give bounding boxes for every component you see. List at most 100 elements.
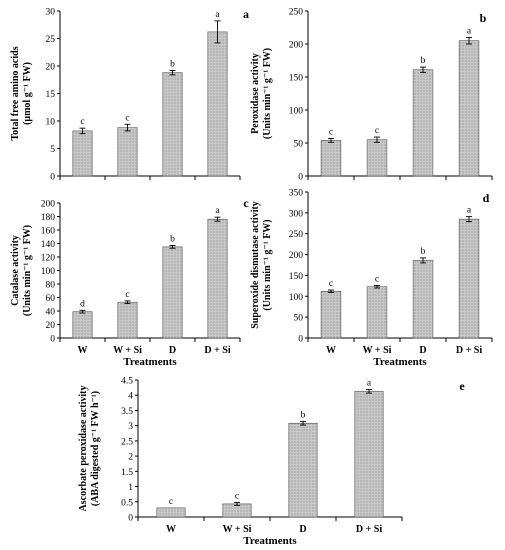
significance-letter: a [467,26,472,36]
panel-letter: e [459,379,465,393]
y-tick-label: 100 [289,107,304,117]
y-tick-label: 3.5 [121,407,133,417]
significance-letter: c [80,117,84,127]
x-axis-title: Treatments [373,356,427,368]
significance-letter: c [375,274,379,284]
x-axis-title: Treatments [243,535,297,547]
significance-letter: d [80,299,85,309]
significance-letter: a [367,378,372,388]
panel-letter: a [243,7,249,21]
bar [117,301,138,339]
y-tick-label: 3 [128,422,133,432]
y-tick-label: 200 [289,251,304,261]
x-tick-label: D + Si [204,345,230,356]
y-axis-title: Superoxide dismutase activity [250,201,261,329]
y-tick-label: 140 [41,240,56,250]
y-tick-label: 5 [50,145,55,155]
significance-letter: b [170,59,175,69]
y-tick-label: 25 [46,35,56,45]
x-tick-label: D + Si [456,345,482,356]
y-tick-label: 1.5 [121,468,133,478]
x-tick-label: W [166,524,176,535]
bar [366,286,388,339]
y-tick-label: 40 [46,308,56,318]
y-axis-title: Total free amino acids [10,46,21,140]
significance-letter: c [125,290,129,300]
y-axis-title: Ascorbate peroxidase activity [78,386,89,512]
y-tick-label: 0 [50,335,55,345]
significance-letter: c [329,127,333,137]
y-tick-label: 0 [298,335,303,345]
significance-letter: c [375,126,379,136]
bar [72,130,93,177]
significance-letter: a [215,206,220,216]
x-tick-label: W + Si [223,524,252,535]
y-tick-label: 20 [46,321,56,331]
y-tick-label: 50 [294,314,304,324]
y-tick-label: 60 [46,294,56,304]
y-axis-title: Catalase activity [10,235,21,306]
bar [412,69,434,177]
significance-letter: b [170,235,175,245]
bar [412,260,434,339]
bar [117,127,138,177]
y-tick-label: 250 [289,230,304,240]
significance-letter: c [329,279,333,289]
bar [458,40,480,177]
significance-letter: b [301,410,306,420]
bar [207,218,228,339]
y-tick-label: 30 [46,8,56,18]
y-axis-unit: (Units min⁻¹ g⁻¹ FW) [262,219,273,310]
bar [320,290,342,339]
y-tick-label: 0 [128,514,133,524]
x-tick-label: D [419,345,426,356]
x-tick-label: W [78,345,88,356]
y-tick-label: 350 [289,189,304,199]
bar [207,31,228,177]
y-tick-label: 100 [289,293,304,303]
y-axis-title: Peroxidase activity [250,53,261,134]
x-tick-label: D + Si [356,524,382,535]
x-axis-title: Treatments [123,356,177,368]
x-tick-label: W [326,345,336,356]
y-tick-label: 10 [46,118,56,128]
x-tick-label: D [169,345,176,356]
y-tick-label: 4.5 [121,377,133,387]
panel-letter: c [243,196,249,210]
significance-letter: a [467,206,472,216]
y-tick-label: 0 [298,173,303,183]
bar [458,218,480,339]
y-tick-label: 2 [128,453,133,463]
bar [162,72,183,177]
y-tick-label: 150 [289,272,304,282]
significance-letter: b [421,56,426,66]
y-tick-label: 50 [294,140,304,150]
y-tick-label: 200 [41,200,56,210]
y-tick-label: 300 [289,209,304,219]
bar [72,311,93,339]
significance-letter: c [235,491,239,501]
significance-letter: b [421,247,426,257]
y-tick-label: 1 [128,483,133,493]
y-axis-unit: (Units min⁻¹ g⁻¹ FW) [22,225,33,316]
x-tick-label: W + Si [113,345,142,356]
y-tick-label: 2.5 [121,437,133,447]
significance-letter: c [125,113,129,123]
y-axis-unit: (μmol g⁻¹ FW) [22,62,33,125]
y-tick-label: 15 [46,90,56,100]
x-tick-label: W + Si [363,345,392,356]
significance-letter: c [169,497,173,507]
y-tick-label: 4 [128,392,133,402]
panel-letter: d [483,191,490,205]
bar [366,139,388,177]
bar [354,390,384,518]
bar [156,507,186,518]
bar [162,246,183,339]
bar [320,140,342,177]
x-tick-label: D [299,524,306,535]
y-tick-label: 20 [46,63,56,73]
y-tick-label: 0 [50,173,55,183]
y-tick-label: 160 [41,227,56,237]
y-tick-label: 180 [41,213,56,223]
